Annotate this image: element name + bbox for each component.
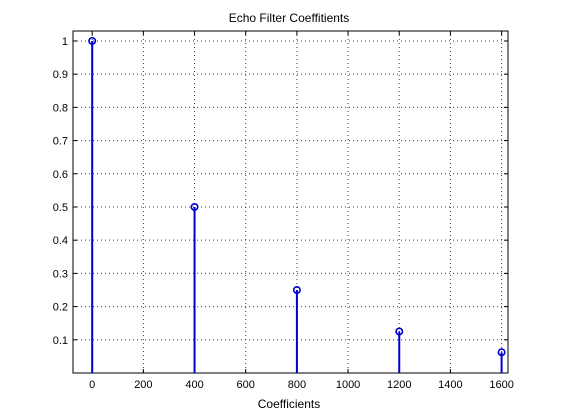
x-tick-label: 800	[288, 379, 306, 391]
stem-markers	[88, 36, 506, 357]
y-tick-label: 0.3	[53, 268, 68, 280]
x-tick-label: 200	[134, 379, 152, 391]
y-tick-label: 0.5	[53, 202, 68, 214]
x-tick-label: 400	[185, 379, 203, 391]
stem-marker	[190, 202, 199, 211]
chart-title: Echo Filter Coeffitients	[229, 11, 350, 25]
stem-marker	[292, 285, 301, 294]
y-tick-label: 0.6	[53, 169, 68, 181]
y-tick-label: 0.7	[53, 136, 68, 148]
grid-lines	[73, 31, 508, 373]
y-tick-label: 0.8	[53, 102, 68, 114]
x-tick-label: 0	[89, 379, 95, 391]
x-tick-label: 1600	[489, 379, 513, 391]
x-tick-label: 1200	[387, 379, 411, 391]
x-tick-labels: 0 200 400 600 800 1000 1200 1400 1600	[89, 379, 514, 391]
stem-marker	[395, 327, 404, 336]
y-tick-label: 0.1	[53, 335, 68, 347]
plot-area	[72, 30, 509, 374]
stem-marker	[88, 36, 97, 45]
x-tick-label: 600	[237, 379, 255, 391]
x-tick-label: 1400	[438, 379, 462, 391]
y-tick-label: 0.2	[53, 302, 68, 314]
x-tick-label: 1000	[336, 379, 360, 391]
y-tick-label: 0.9	[53, 69, 68, 81]
y-tick-label: 0.4	[53, 235, 68, 247]
x-axis-label: Coefficients	[258, 397, 320, 411]
y-tick-labels: 0.1 0.2 0.3 0.4 0.5 0.6 0.7 0.8 0.9 1	[53, 36, 68, 347]
y-tick-label: 1	[62, 36, 68, 48]
stem-marker	[497, 348, 506, 357]
